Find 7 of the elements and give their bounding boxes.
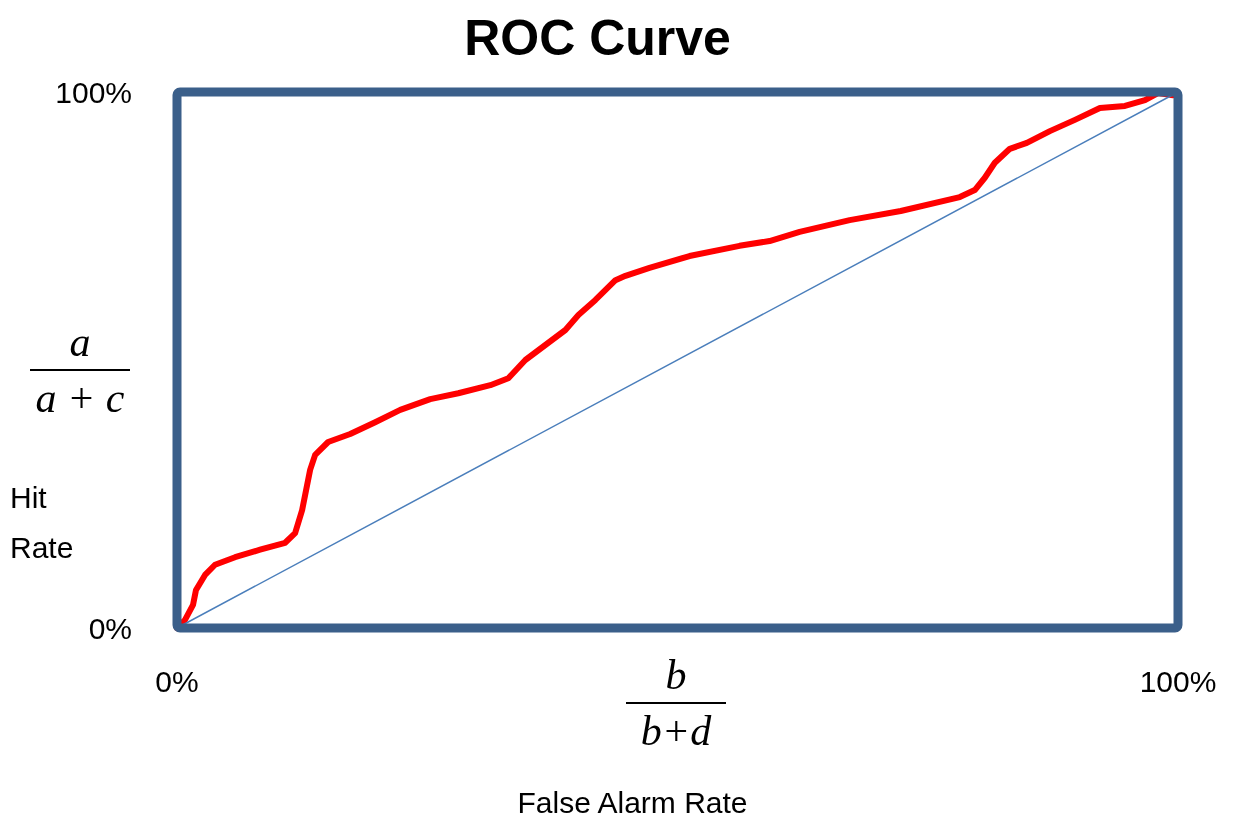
chart-title: ROC Curve — [464, 10, 731, 66]
x-axis-title: False Alarm Rate — [517, 786, 748, 819]
text: b+d — [640, 708, 713, 754]
text: b — [665, 652, 687, 698]
text: a — [69, 319, 91, 365]
text: a + c — [35, 375, 125, 421]
y-axis-title: Hit Rate — [10, 481, 74, 564]
